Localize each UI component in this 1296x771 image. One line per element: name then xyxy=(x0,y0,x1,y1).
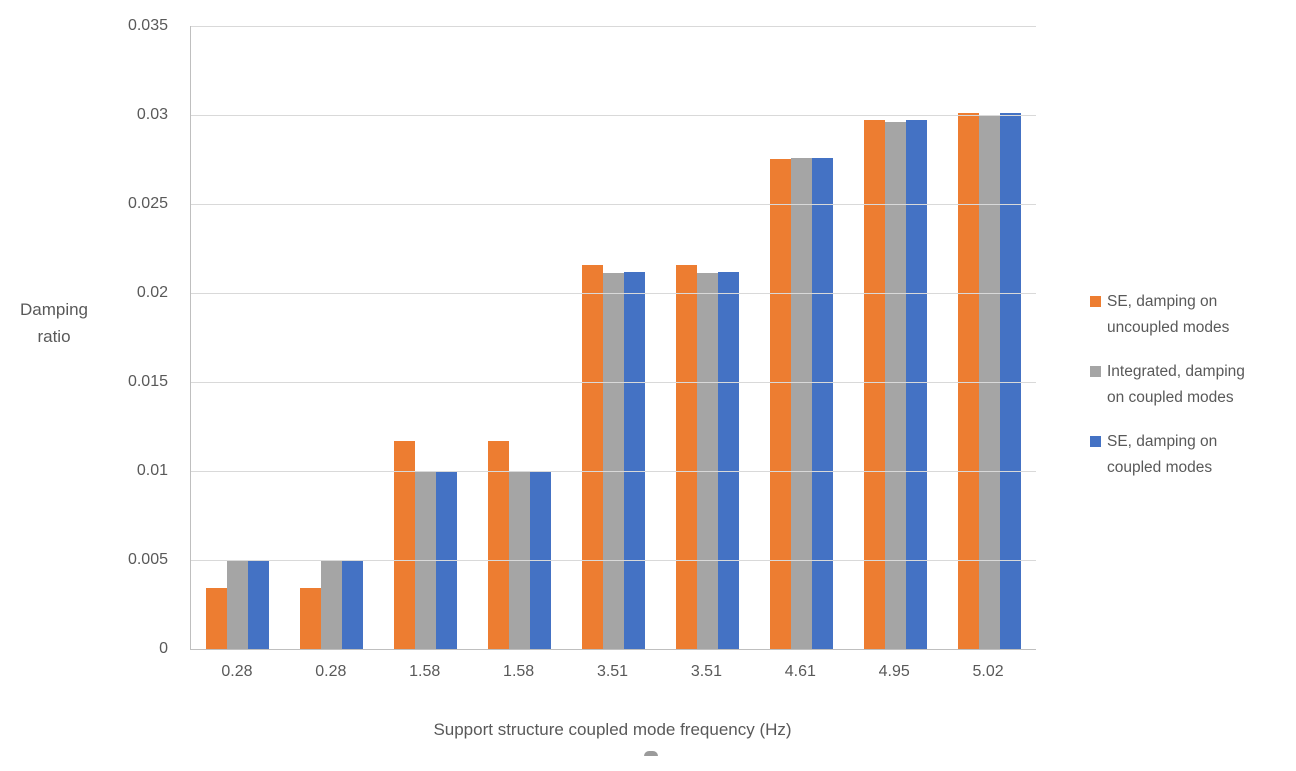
gridline-0.025 xyxy=(191,204,1036,205)
y-tick-0.02: 0.02 xyxy=(136,284,168,301)
x-axis-title: Support structure coupled mode frequency… xyxy=(433,720,792,739)
bar-series2-group0 xyxy=(248,560,270,649)
bar-series0-group8 xyxy=(957,113,979,649)
clipped-caption-artifact xyxy=(644,751,658,756)
bar-series2-group6 xyxy=(811,158,833,649)
y-axis-title: Damping ratio xyxy=(0,296,108,350)
bar-group-7 xyxy=(848,26,942,649)
x-tick-0: 0.28 xyxy=(221,663,253,680)
bar-series2-group5 xyxy=(717,272,739,649)
bar-group-4 xyxy=(567,26,661,649)
y-tick-0.015: 0.015 xyxy=(127,373,168,390)
y-tick-0: 0 xyxy=(159,640,168,657)
legend-item-0: SE, damping on uncoupled modes xyxy=(1090,289,1296,341)
y-tick-0.025: 0.025 xyxy=(127,195,168,212)
legend: SE, damping on uncoupled modes Integrated,… xyxy=(1090,289,1296,499)
bar-series0-group6 xyxy=(769,159,791,649)
bar-series0-group1 xyxy=(300,588,322,649)
legend-marker-icon xyxy=(1090,366,1101,377)
bar-series1-group4 xyxy=(603,273,624,649)
x-tick-6: 4.61 xyxy=(784,663,816,680)
x-tick-8: 5.02 xyxy=(972,663,1004,680)
gridline-0.005 xyxy=(191,560,1036,561)
x-tick-5: 3.51 xyxy=(690,663,722,680)
gridline-0.03 xyxy=(191,115,1036,116)
bar-group-0 xyxy=(191,26,285,649)
bar-series2-group1 xyxy=(342,560,364,649)
y-axis-title-line1: Damping xyxy=(19,300,89,319)
x-tick-3: 1.58 xyxy=(503,663,535,680)
bar-series1-group0 xyxy=(227,560,249,649)
bar-group-8 xyxy=(942,26,1036,649)
bar-series2-group7 xyxy=(905,120,927,649)
bar-series0-group5 xyxy=(675,265,697,649)
legend-marker-icon xyxy=(1090,436,1101,447)
bar-series0-group3 xyxy=(488,441,510,649)
legend-item-2: SE, damping on coupled modes xyxy=(1090,429,1296,481)
bar-series0-group0 xyxy=(206,588,228,649)
bar-group-5 xyxy=(660,26,754,649)
bar-series0-group7 xyxy=(863,120,885,649)
bar-groups xyxy=(191,26,1036,649)
y-tick-labels: 0 0.005 0.01 0.015 0.02 0.025 0.03 0.035 xyxy=(0,0,168,771)
y-axis-title-line2: ratio xyxy=(37,327,71,346)
gridline-0.035 xyxy=(191,26,1036,27)
x-tick-7: 4.95 xyxy=(878,663,910,680)
bar-series1-group5 xyxy=(696,273,718,649)
x-tick-1: 0.28 xyxy=(315,663,347,680)
bar-series1-group6 xyxy=(790,158,812,649)
legend-label: SE, damping on uncoupled modes xyxy=(1107,293,1230,336)
bar-series1-group7 xyxy=(884,122,906,649)
bar-group-1 xyxy=(285,26,379,649)
bar-series2-group4 xyxy=(624,272,645,649)
legend-marker-icon xyxy=(1090,296,1101,307)
bar-group-2 xyxy=(379,26,473,649)
gridline-0.02 xyxy=(191,293,1036,294)
bar-series0-group2 xyxy=(394,441,416,649)
legend-label: SE, damping on coupled modes xyxy=(1107,433,1218,476)
y-tick-0.03: 0.03 xyxy=(136,106,168,123)
bar-group-3 xyxy=(473,26,567,649)
bar-series1-group1 xyxy=(321,560,343,649)
legend-item-1: Integrated, damping on coupled modes xyxy=(1090,359,1296,411)
y-tick-0.01: 0.01 xyxy=(136,462,168,479)
y-tick-0.005: 0.005 xyxy=(127,551,168,568)
bar-group-6 xyxy=(754,26,848,649)
plot-area xyxy=(190,26,1036,650)
x-tick-2: 1.58 xyxy=(409,663,441,680)
gridline-0.01 xyxy=(191,471,1036,472)
y-tick-0.035: 0.035 xyxy=(127,17,168,34)
gridline-0.015 xyxy=(191,382,1036,383)
bar-series0-group4 xyxy=(582,265,603,649)
bar-series2-group8 xyxy=(999,113,1021,649)
x-tick-labels: 0.28 0.28 1.58 1.58 3.51 3.51 4.61 4.95 5.02 xyxy=(190,662,1035,682)
x-tick-4: 3.51 xyxy=(596,663,629,680)
legend-label: Integrated, damping on coupled modes xyxy=(1107,363,1245,406)
